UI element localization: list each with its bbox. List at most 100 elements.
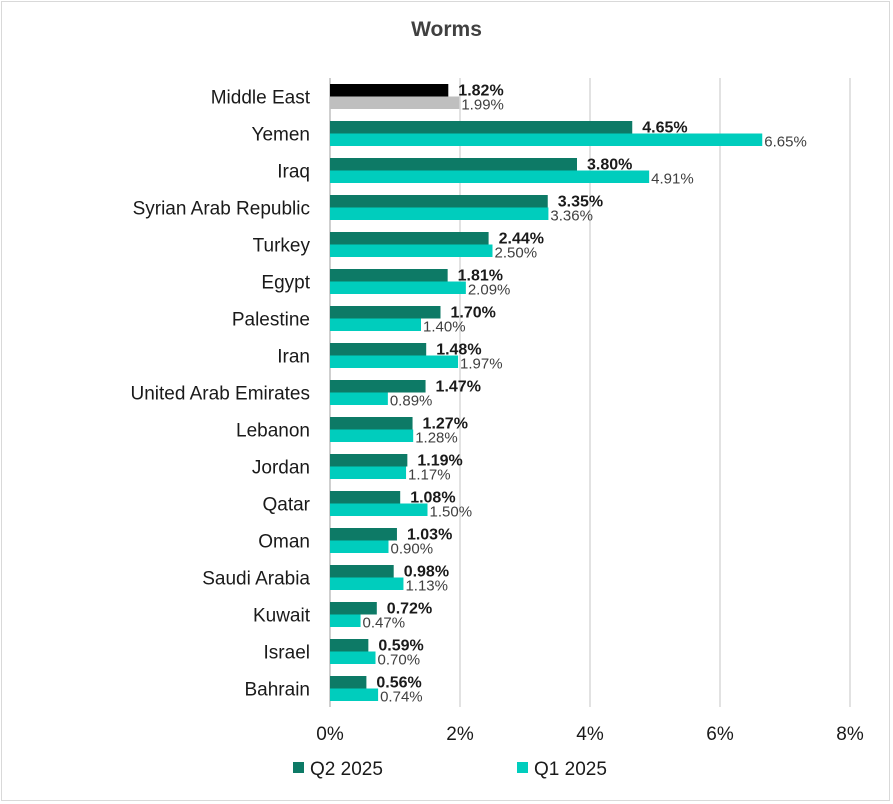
category-label: Oman xyxy=(258,532,310,553)
data-label-q2: 1.47% xyxy=(436,379,481,396)
bar-q2 xyxy=(330,84,449,97)
category-label: Qatar xyxy=(262,495,310,516)
category-label: Yemen xyxy=(252,125,310,146)
category-label: Turkey xyxy=(253,236,311,257)
bar-q1 xyxy=(330,577,404,590)
bar-q2 xyxy=(330,676,367,689)
category-label: Palestine xyxy=(232,310,310,331)
category-labels: Middle East Yemen Iraq Syrian Arab Republic… xyxy=(130,88,310,701)
bar-q2 xyxy=(330,454,408,467)
data-label-q2: 1.08% xyxy=(410,490,455,507)
bar-q2 xyxy=(330,306,441,319)
data-label-q2: 3.35% xyxy=(558,194,603,211)
data-label-q2: 0.72% xyxy=(387,601,432,618)
data-label-q1: 1.28% xyxy=(415,430,458,447)
bar-q1 xyxy=(330,318,421,331)
bar-q2 xyxy=(330,380,426,393)
bars: 1.82%1.99% 4.65% 6.65% 3.80% 4.91% 3.35%3.36%… xyxy=(330,83,807,706)
x-tick-label: 0% xyxy=(316,724,344,745)
bar-q1 xyxy=(330,355,459,368)
bar-q1 xyxy=(330,429,414,442)
data-label-q2: 4.65% xyxy=(642,120,687,137)
data-label-q1: 2.50% xyxy=(495,245,538,262)
x-tick-label: 2% xyxy=(446,724,474,745)
data-label-q2: 1.81% xyxy=(458,268,503,285)
data-label-q1: 6.65% xyxy=(764,134,807,151)
bar-q2 xyxy=(330,602,377,615)
data-label-q2: 0.56% xyxy=(376,675,421,692)
bar-q1 xyxy=(330,281,466,294)
bar-q2 xyxy=(330,121,633,134)
bar-q2 xyxy=(330,195,548,208)
category-label: United Arab Emirates xyxy=(130,384,310,405)
category-label: Jordan xyxy=(252,458,310,479)
bar-q1 xyxy=(330,392,388,405)
category-label: Iraq xyxy=(277,162,310,183)
bar-q2 xyxy=(330,639,369,652)
legend-label-q1: Q1 2025 xyxy=(534,759,607,780)
data-label-q1: 0.70% xyxy=(378,652,421,669)
bar-q2 xyxy=(330,528,397,541)
bar-q2 xyxy=(330,158,577,171)
data-label-q1: 1.99% xyxy=(461,97,504,114)
legend-label-q2: Q2 2025 xyxy=(310,759,383,780)
bar-q2 xyxy=(330,491,401,504)
data-label-q2: 1.70% xyxy=(451,305,496,322)
data-label-q2: 1.82% xyxy=(458,83,503,100)
data-label-q1: 0.90% xyxy=(391,541,434,558)
tick-labels: 0% 2% 4% 6% 8% xyxy=(316,724,864,745)
bar-q1 xyxy=(330,170,650,183)
category-label: Egypt xyxy=(261,273,310,294)
category-label: Lebanon xyxy=(236,421,310,442)
data-label-q2: 3.80% xyxy=(587,157,632,174)
data-label-q1: 4.91% xyxy=(651,171,694,188)
data-label-q1: 2.09% xyxy=(468,282,511,299)
data-label-q1: 1.50% xyxy=(430,504,473,521)
data-label-q1: 1.13% xyxy=(405,578,448,595)
legend-swatch-q1 xyxy=(517,762,528,773)
data-label-q1: 0.89% xyxy=(390,393,433,410)
bar-q1 xyxy=(330,466,407,479)
data-label-q2: 0.98% xyxy=(404,564,449,581)
category-label: Syrian Arab Republic xyxy=(133,199,310,220)
bar-q2 xyxy=(330,565,394,578)
legend-swatch-q2 xyxy=(293,762,304,773)
bar-q2 xyxy=(330,343,427,356)
x-tick-label: 8% xyxy=(836,724,864,745)
category-label: Saudi Arabia xyxy=(202,569,310,590)
bar-q1 xyxy=(330,503,428,516)
data-label-q2: 1.03% xyxy=(407,527,452,544)
bar-q2 xyxy=(330,417,413,430)
data-label-q1: 3.36% xyxy=(550,208,593,225)
bar-q2 xyxy=(330,269,448,282)
data-label-q2: 0.59% xyxy=(378,638,423,655)
category-label: Middle East xyxy=(211,88,311,109)
bar-q1 xyxy=(330,96,460,109)
category-label: Kuwait xyxy=(253,606,311,627)
data-label-q2: 1.48% xyxy=(436,342,481,359)
data-label-q1: 1.17% xyxy=(408,467,451,484)
category-label: Bahrain xyxy=(245,680,311,701)
bar-q1 xyxy=(330,133,763,146)
x-tick-label: 4% xyxy=(576,724,604,745)
bar-q2 xyxy=(330,232,489,245)
data-label-q1: 0.74% xyxy=(380,689,423,706)
data-label-q1: 0.47% xyxy=(363,615,406,632)
category-label: Israel xyxy=(264,643,310,664)
bar-q1 xyxy=(330,540,389,553)
data-label-q1: 1.97% xyxy=(460,356,503,373)
bar-q1 xyxy=(330,651,376,664)
bar-q1 xyxy=(330,244,493,257)
x-tick-label: 6% xyxy=(706,724,734,745)
data-label-q2: 1.19% xyxy=(417,453,462,470)
legend: Q2 2025 Q1 2025 xyxy=(293,759,607,780)
bar-q1 xyxy=(330,614,361,627)
bar-q1 xyxy=(330,207,549,220)
bar-q1 xyxy=(330,688,379,701)
data-label-q2: 1.27% xyxy=(423,416,468,433)
data-label-q1: 1.40% xyxy=(423,319,466,336)
data-label-q2: 2.44% xyxy=(499,231,544,248)
chart-title: Worms xyxy=(411,18,482,41)
category-label: Iran xyxy=(277,347,310,368)
